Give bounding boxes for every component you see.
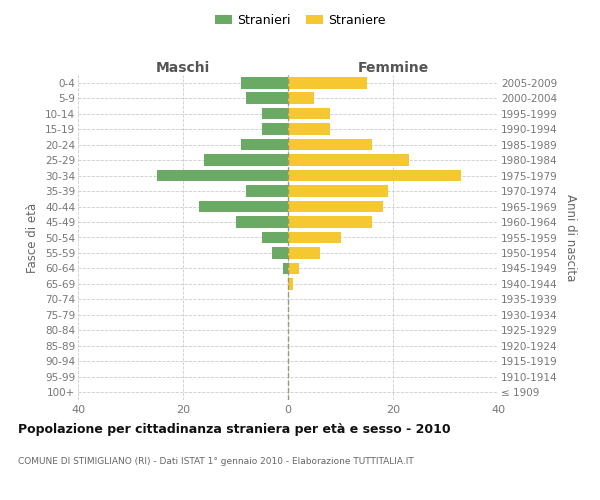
Bar — [204, 154, 288, 166]
Bar — [241, 139, 288, 150]
Bar — [262, 232, 288, 243]
Bar — [272, 247, 288, 259]
Text: Maschi: Maschi — [156, 61, 210, 75]
Bar — [283, 262, 288, 274]
Bar — [288, 108, 330, 120]
Bar — [288, 247, 320, 259]
Bar — [288, 77, 367, 88]
Bar — [288, 154, 409, 166]
Bar — [288, 278, 293, 289]
Bar — [288, 186, 388, 197]
Text: Femmine: Femmine — [358, 61, 428, 75]
Bar — [199, 200, 288, 212]
Text: COMUNE DI STIMIGLIANO (RI) - Dati ISTAT 1° gennaio 2010 - Elaborazione TUTTITALI: COMUNE DI STIMIGLIANO (RI) - Dati ISTAT … — [18, 458, 414, 466]
Bar — [157, 170, 288, 181]
Bar — [262, 124, 288, 135]
Bar — [288, 232, 341, 243]
Legend: Stranieri, Straniere: Stranieri, Straniere — [209, 8, 391, 32]
Bar — [288, 200, 383, 212]
Bar — [288, 262, 299, 274]
Bar — [288, 124, 330, 135]
Bar — [288, 170, 461, 181]
Bar — [235, 216, 288, 228]
Text: Popolazione per cittadinanza straniera per età e sesso - 2010: Popolazione per cittadinanza straniera p… — [18, 422, 451, 436]
Bar — [288, 216, 372, 228]
Bar — [288, 92, 314, 104]
Bar — [241, 77, 288, 88]
Y-axis label: Fasce di età: Fasce di età — [26, 202, 40, 272]
Y-axis label: Anni di nascita: Anni di nascita — [565, 194, 577, 281]
Bar — [246, 92, 288, 104]
Bar — [288, 139, 372, 150]
Bar — [246, 186, 288, 197]
Bar — [262, 108, 288, 120]
